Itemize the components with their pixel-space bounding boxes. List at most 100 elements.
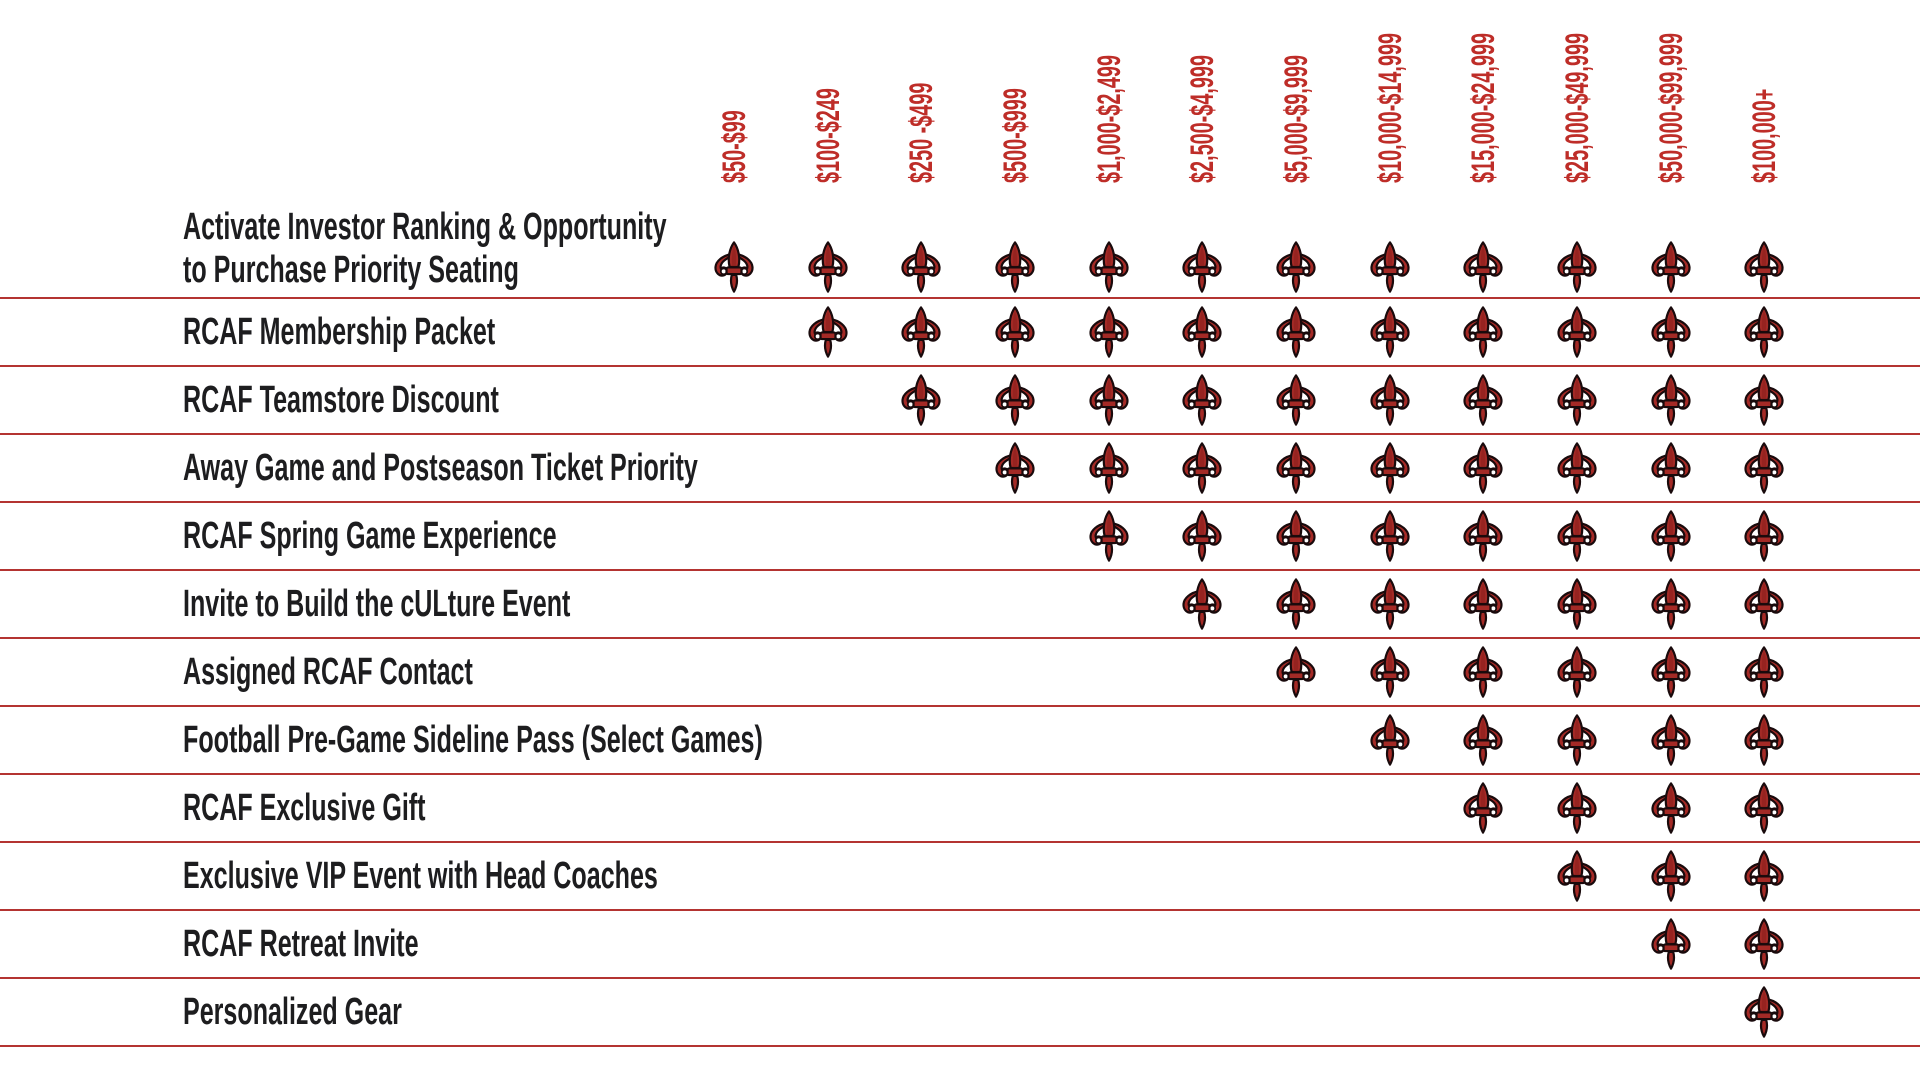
fleur-de-lis-icon — [1742, 986, 1786, 1038]
tier-cell — [1343, 639, 1437, 705]
tier-column-label: $15,000-$24,999 — [1465, 32, 1502, 184]
tier-cell — [1343, 435, 1437, 501]
tier-column-label: $50-$99 — [715, 110, 752, 183]
tier-cell — [874, 435, 968, 501]
benefit-label: Assigned RCAF Contact — [183, 650, 473, 693]
tier-cell — [1718, 571, 1812, 637]
benefit-label-cell: Exclusive VIP Event with Head Coaches — [0, 855, 687, 898]
tier-cell — [874, 843, 968, 909]
tier-cell — [781, 571, 875, 637]
tier-cell — [1343, 843, 1437, 909]
tier-cell — [687, 979, 781, 1045]
fleur-de-lis-icon — [1180, 442, 1224, 494]
tier-column-header: $100-$249 — [781, 0, 875, 186]
tier-cell — [874, 367, 968, 433]
tier-column-label: $500-$999 — [996, 88, 1033, 183]
fleur-de-lis-icon — [1555, 442, 1599, 494]
benefit-label-cell: RCAF Retreat Invite — [0, 923, 687, 966]
fleur-de-lis-icon — [1649, 850, 1693, 902]
fleur-de-lis-icon — [1274, 241, 1318, 293]
fleur-de-lis-icon — [1461, 646, 1505, 698]
fleur-de-lis-icon — [1742, 374, 1786, 426]
fleur-de-lis-icon — [1555, 510, 1599, 562]
tier-cell — [1249, 186, 1343, 297]
fleur-de-lis-icon — [1649, 918, 1693, 970]
tier-cell — [1343, 775, 1437, 841]
tier-column-header: $100,000+ — [1718, 0, 1812, 186]
tier-cell — [968, 299, 1062, 365]
fleur-de-lis-icon — [1368, 241, 1412, 293]
tier-column-header: $15,000-$24,999 — [1437, 0, 1531, 186]
fleur-de-lis-icon — [1087, 510, 1131, 562]
header-spacer — [0, 0, 687, 186]
tier-cell — [1718, 843, 1812, 909]
tier-cell — [968, 639, 1062, 705]
benefit-label-cell: Personalized Gear — [0, 991, 687, 1034]
fleur-de-lis-icon — [1461, 578, 1505, 630]
fleur-de-lis-icon — [1461, 714, 1505, 766]
tier-cell — [1718, 299, 1812, 365]
tier-cell — [1343, 299, 1437, 365]
tier-cell — [1437, 775, 1531, 841]
tier-cell — [968, 571, 1062, 637]
fleur-de-lis-icon — [1742, 510, 1786, 562]
tier-cell — [968, 775, 1062, 841]
tier-cell — [874, 299, 968, 365]
tier-cell — [1437, 186, 1531, 297]
fleur-de-lis-icon — [712, 241, 756, 293]
benefit-label: RCAF Membership Packet — [183, 310, 496, 353]
tier-cell — [1718, 979, 1812, 1045]
tier-cell — [1437, 843, 1531, 909]
tier-cell — [1249, 707, 1343, 773]
tier-cell — [1718, 911, 1812, 977]
tier-cell — [781, 435, 875, 501]
fleur-de-lis-icon — [1649, 510, 1693, 562]
tier-cell — [1437, 911, 1531, 977]
benefit-label: Exclusive VIP Event with Head Coaches — [183, 854, 658, 897]
tier-cell — [687, 775, 781, 841]
fleur-de-lis-icon — [1742, 578, 1786, 630]
benefit-label-cell: Football Pre-Game Sideline Pass (Select … — [0, 719, 763, 762]
tier-cell — [1624, 639, 1718, 705]
tier-cell — [1343, 911, 1437, 977]
tier-cell — [781, 367, 875, 433]
tier-cell — [781, 186, 875, 297]
benefit-row: Assigned RCAF Contact — [0, 639, 1920, 707]
tier-cell — [1624, 707, 1718, 773]
tier-column-label: $100-$249 — [809, 88, 846, 183]
tier-cell — [1249, 911, 1343, 977]
fleur-de-lis-icon — [1274, 646, 1318, 698]
tier-cell — [781, 707, 875, 773]
benefit-label-cell: Away Game and Postseason Ticket Priority — [0, 447, 698, 490]
tier-cell — [874, 503, 968, 569]
fleur-de-lis-icon — [1368, 510, 1412, 562]
tier-cell — [1530, 843, 1624, 909]
tier-column-label: $50,000-$99,999 — [1652, 32, 1689, 184]
tier-cell — [1437, 979, 1531, 1045]
benefit-label-cell: RCAF Spring Game Experience — [0, 515, 687, 558]
tier-column-header: $5,000-$9,999 — [1249, 0, 1343, 186]
tier-cell — [1062, 979, 1156, 1045]
tier-cell — [1437, 639, 1531, 705]
benefit-label: Away Game and Postseason Ticket Priority — [183, 446, 698, 489]
tier-cell — [687, 639, 781, 705]
tier-cell — [1249, 979, 1343, 1045]
tier-cell — [1155, 639, 1249, 705]
tier-cell — [687, 186, 781, 297]
fleur-de-lis-icon — [1742, 714, 1786, 766]
tier-cell — [1437, 503, 1531, 569]
fleur-de-lis-icon — [1274, 306, 1318, 358]
fleur-de-lis-icon — [1461, 510, 1505, 562]
tier-cell — [1718, 707, 1812, 773]
tier-column-label: $10,000-$14,999 — [1371, 32, 1408, 184]
fleur-de-lis-icon — [1368, 442, 1412, 494]
fleur-de-lis-icon — [1274, 510, 1318, 562]
tier-cell — [968, 435, 1062, 501]
tier-cell — [1155, 435, 1249, 501]
fleur-de-lis-icon — [899, 374, 943, 426]
tier-cell — [1530, 707, 1624, 773]
tier-cell — [781, 299, 875, 365]
tier-cell — [781, 639, 875, 705]
fleur-de-lis-icon — [1368, 374, 1412, 426]
fleur-de-lis-icon — [1742, 442, 1786, 494]
